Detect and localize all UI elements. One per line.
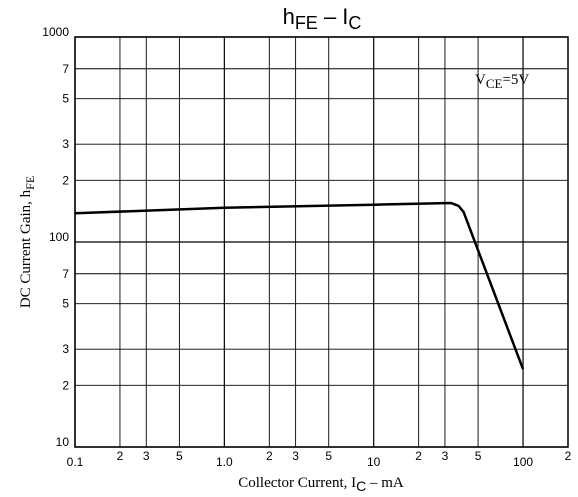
x-tick-label: 5: [325, 449, 332, 463]
x-tick-label: 2: [415, 449, 422, 463]
label-sub: FE: [23, 176, 37, 190]
x-tick-label: 5: [176, 449, 183, 463]
chart-title: hFE – IC: [283, 4, 362, 33]
title-part: I: [342, 4, 348, 29]
label-part: – mA: [366, 475, 404, 491]
x-tick-label: 10: [367, 455, 381, 469]
y-tick-label: 100: [49, 230, 69, 244]
y-tick-label: 10: [56, 435, 70, 449]
x-tick-label: 0.1: [67, 455, 84, 469]
y-axis-label: DC Current Gain, hFE: [18, 176, 37, 308]
plot-frame: [74, 36, 569, 448]
title-sub: C: [348, 13, 361, 33]
annotation-sub: CE: [486, 76, 503, 91]
x-tick-label: 5: [475, 449, 482, 463]
x-tick-label: 1.0: [216, 455, 233, 469]
y-tick-label: 5: [62, 92, 69, 106]
x-tick-label: 2: [117, 449, 124, 463]
y-tick-label: 1000: [42, 25, 69, 39]
x-tick-label: 3: [442, 449, 449, 463]
annotation-part: =5V: [502, 72, 529, 88]
title-part: –: [318, 4, 342, 29]
label-part: Collector Current, I: [238, 475, 356, 491]
y-tick-label: 2: [62, 173, 69, 187]
y-tick-label: 7: [62, 267, 69, 281]
y-tick-label: 2: [62, 378, 69, 392]
annotation-part: V: [475, 72, 486, 88]
x-tick-label: 3: [292, 449, 299, 463]
y-tick-label: 5: [62, 297, 69, 311]
y-tick-label: 3: [62, 137, 69, 151]
title-part: h: [283, 4, 295, 29]
x-tick-label: 2: [266, 449, 273, 463]
y-tick-label: 3: [62, 342, 69, 356]
label-part: DC Current Gain, h: [18, 189, 34, 308]
y-tick-label: 7: [62, 62, 69, 76]
x-axis-label: Collector Current, IC – mA: [238, 475, 404, 494]
title-sub: FE: [295, 13, 318, 33]
data-line: [74, 201, 525, 370]
x-tick-label: 2: [565, 449, 572, 463]
x-tick-label: 3: [143, 449, 150, 463]
x-tick-label: 100: [513, 455, 533, 469]
label-sub: C: [356, 478, 366, 494]
